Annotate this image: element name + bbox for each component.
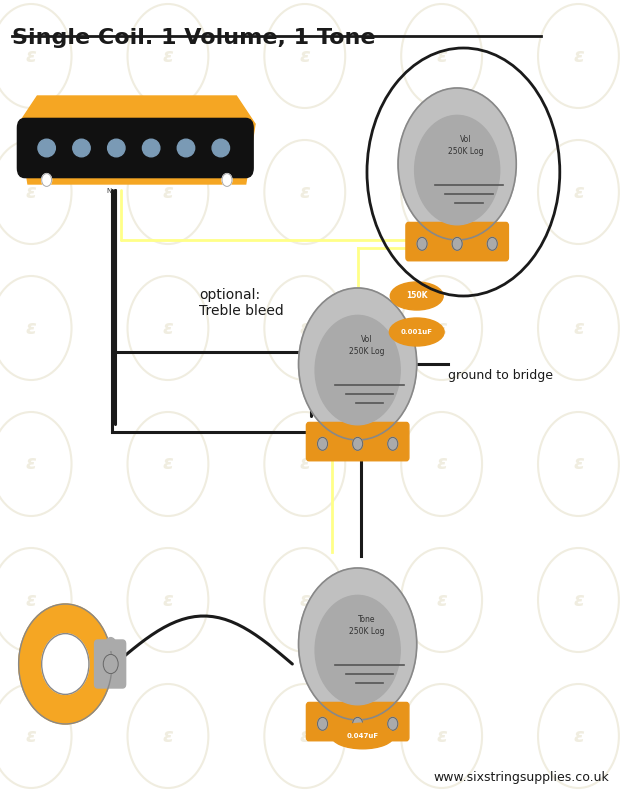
Circle shape [353,438,363,450]
Text: ε: ε [436,46,447,66]
Text: ε: ε [299,590,310,610]
Circle shape [19,604,112,724]
Text: ε: ε [26,590,37,610]
Text: Single Coil. 1 Volume, 1 Tone: Single Coil. 1 Volume, 1 Tone [12,28,376,48]
Text: ε: ε [162,46,174,66]
Text: ε: ε [573,46,584,66]
Ellipse shape [332,723,394,749]
Text: 150K: 150K [406,291,427,301]
Text: ε: ε [26,318,37,338]
Text: ε: ε [299,182,310,202]
Text: ε: ε [26,454,37,474]
Circle shape [222,174,232,186]
Text: ε: ε [162,182,174,202]
Text: ground to bridge: ground to bridge [448,370,553,382]
Text: ε: ε [299,726,310,746]
Text: ε: ε [162,454,174,474]
Text: ε: ε [436,590,447,610]
Text: ε: ε [436,318,447,338]
Circle shape [353,718,363,730]
Circle shape [299,288,417,440]
Text: ε: ε [162,590,174,610]
Ellipse shape [73,139,90,157]
Text: optional:
Treble bleed: optional: Treble bleed [199,288,284,318]
Text: www.sixstringsupplies.co.uk: www.sixstringsupplies.co.uk [434,771,610,784]
Circle shape [487,238,498,250]
Text: ε: ε [299,454,310,474]
Circle shape [42,634,89,694]
Circle shape [317,718,328,730]
Ellipse shape [38,139,55,157]
Ellipse shape [389,318,444,346]
Circle shape [415,115,499,225]
Text: ε: ε [299,318,310,338]
Text: Tone: Tone [358,615,375,624]
Ellipse shape [390,282,443,310]
Ellipse shape [142,139,160,157]
FancyBboxPatch shape [406,222,508,261]
Text: ε: ε [573,590,584,610]
Text: ε: ε [436,182,447,202]
Text: ε: ε [573,454,584,474]
Text: 250K Log: 250K Log [448,147,484,156]
Text: ε: ε [26,46,37,66]
FancyBboxPatch shape [17,118,253,178]
Text: ε: ε [26,726,37,746]
Circle shape [103,654,118,674]
Text: N: N [106,188,111,194]
Circle shape [315,315,400,425]
Text: 0.047uF: 0.047uF [346,733,379,739]
Ellipse shape [108,139,125,157]
Circle shape [388,718,398,730]
Circle shape [299,568,417,720]
Text: 250K Log: 250K Log [349,347,384,356]
Circle shape [452,238,462,250]
Circle shape [42,174,52,186]
Text: Vol: Vol [361,335,372,344]
Circle shape [315,595,400,705]
Circle shape [106,638,116,650]
Circle shape [398,88,516,240]
Text: ε: ε [436,454,447,474]
Text: 250K Log: 250K Log [349,627,384,636]
Polygon shape [19,124,255,184]
Text: ε: ε [299,46,310,66]
FancyBboxPatch shape [307,702,409,741]
Text: ε: ε [436,726,447,746]
Text: 0.001uF: 0.001uF [401,329,433,335]
Text: ε: ε [573,318,584,338]
FancyBboxPatch shape [95,640,126,688]
Polygon shape [19,96,255,124]
Text: ε: ε [162,726,174,746]
Text: ε: ε [162,318,174,338]
Ellipse shape [212,139,230,157]
Text: Vol: Vol [460,135,471,144]
Text: ε: ε [26,182,37,202]
Circle shape [417,238,427,250]
Text: ε: ε [573,182,584,202]
Ellipse shape [177,139,195,157]
FancyBboxPatch shape [307,422,409,461]
Circle shape [388,438,398,450]
Text: ε: ε [573,726,584,746]
Circle shape [317,438,328,450]
